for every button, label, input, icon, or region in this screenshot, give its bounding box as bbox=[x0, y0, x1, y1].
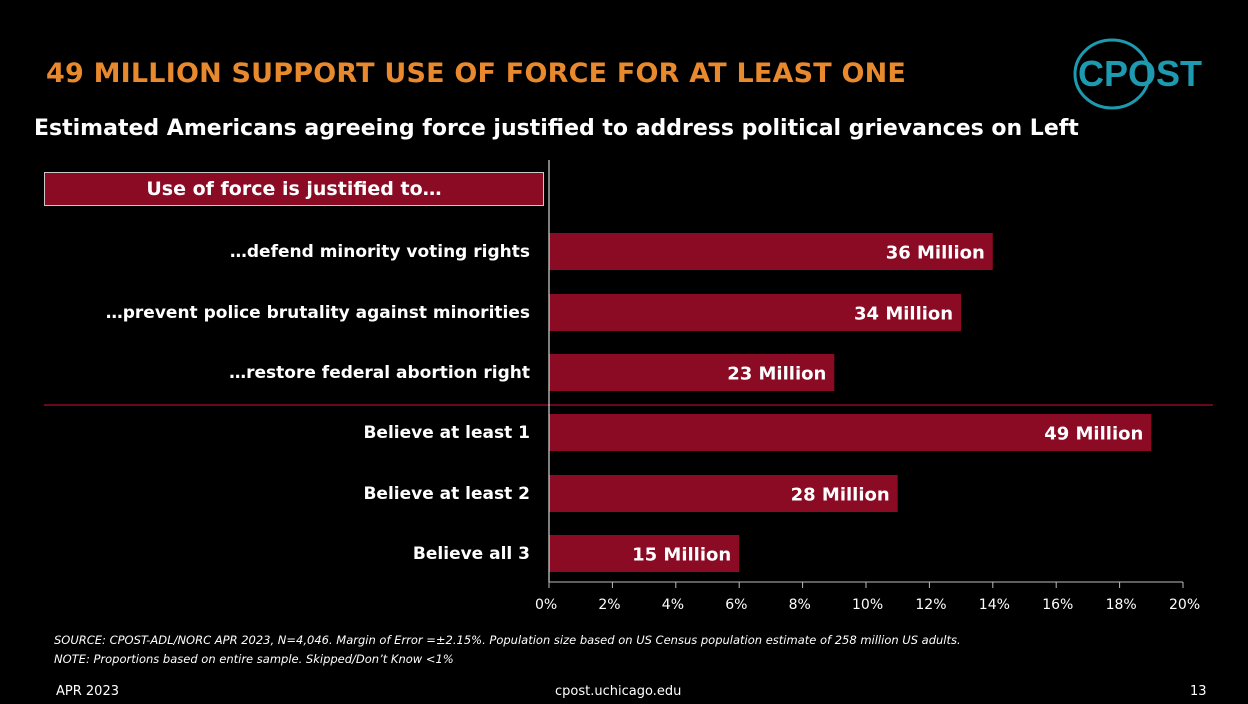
x-tick-label: 20% bbox=[1169, 597, 1201, 613]
x-tick-label: 18% bbox=[1105, 597, 1137, 613]
category-label: Believe at least 2 bbox=[363, 483, 530, 504]
bar-value-label: 34 Million bbox=[854, 304, 953, 325]
bar bbox=[549, 233, 993, 270]
logo-text: CPOST bbox=[1078, 53, 1202, 94]
x-tick-label: 4% bbox=[661, 597, 685, 613]
bar bbox=[549, 414, 1152, 451]
footer-date: APR 2023 bbox=[56, 684, 119, 699]
x-tick-label: 8% bbox=[788, 597, 811, 613]
x-tick-label: 10% bbox=[852, 597, 884, 613]
note-text: NOTE: Proportions based on entire sample… bbox=[54, 652, 454, 666]
bar bbox=[549, 535, 740, 572]
bar bbox=[549, 354, 835, 391]
source-note: SOURCE: CPOST-ADL/NORC APR 2023, N=4,046… bbox=[54, 631, 961, 669]
chart-header-box: Use of force is justified to… bbox=[44, 172, 544, 206]
bar-value-label: 49 Million bbox=[1044, 424, 1143, 445]
x-tick-label: 6% bbox=[725, 597, 748, 613]
x-tick-label: 12% bbox=[915, 597, 947, 613]
x-tick-label: 14% bbox=[978, 597, 1010, 613]
source-text: SOURCE: CPOST-ADL/NORC APR 2023, N=4,046… bbox=[54, 633, 961, 647]
bar bbox=[549, 294, 962, 331]
bar-value-label: 23 Million bbox=[727, 364, 826, 385]
bar-value-label: 15 Million bbox=[632, 545, 731, 566]
bar-value-label: 36 Million bbox=[886, 243, 985, 264]
cpost-logo: CPOST bbox=[1073, 38, 1202, 110]
category-label: …defend minority voting rights bbox=[229, 241, 530, 262]
slide-title: 49 MILLION SUPPORT USE OF FORCE FOR AT L… bbox=[46, 58, 907, 89]
category-label: Believe all 3 bbox=[412, 543, 530, 564]
category-label: Believe at least 1 bbox=[363, 422, 530, 443]
category-label: …prevent police brutality against minori… bbox=[105, 302, 530, 323]
page-number: 13 bbox=[1190, 684, 1207, 699]
bar-value-label: 28 Million bbox=[791, 485, 890, 506]
bar bbox=[549, 475, 898, 512]
x-tick-label: 2% bbox=[598, 597, 621, 613]
category-label: …restore federal abortion right bbox=[229, 362, 530, 383]
x-tick-label: 16% bbox=[1042, 597, 1074, 613]
footer-url[interactable]: cpost.uchicago.edu bbox=[555, 684, 682, 699]
slide-subtitle: Estimated Americans agreeing force justi… bbox=[34, 116, 1079, 141]
x-tick-label: 0% bbox=[535, 597, 558, 613]
